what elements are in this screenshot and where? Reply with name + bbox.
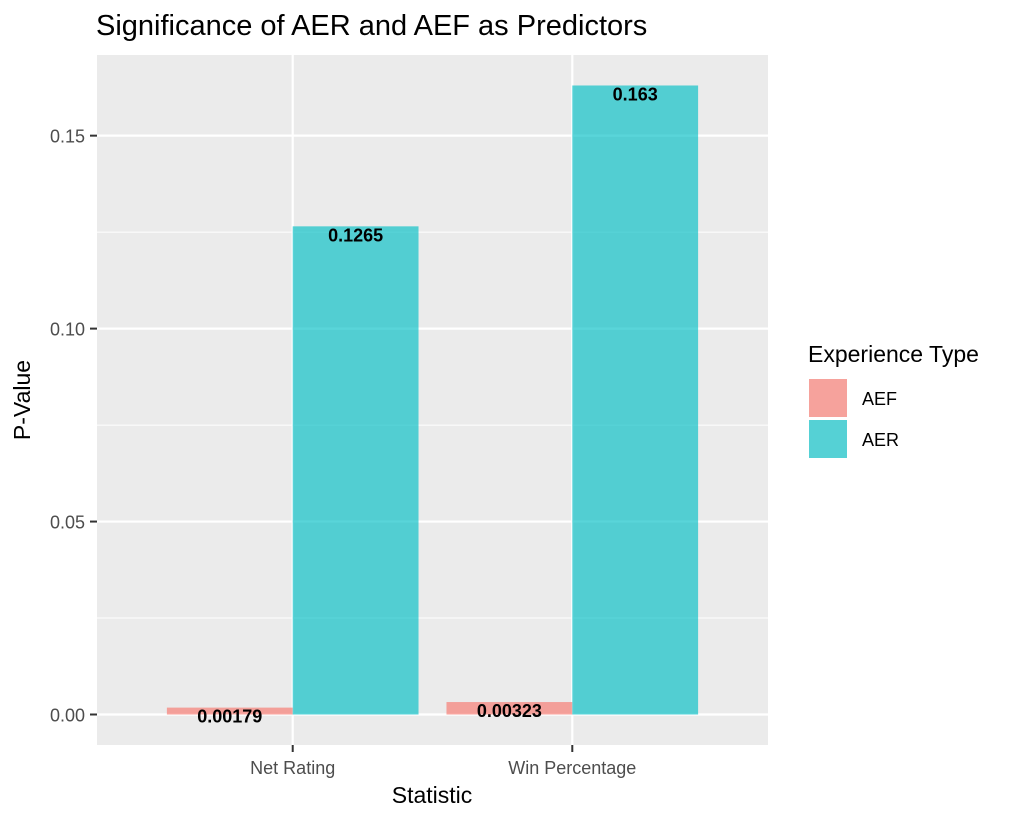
legend-swatch-aer	[809, 420, 847, 458]
x-tick-label: Net Rating	[250, 758, 335, 778]
bar-aer-0	[292, 226, 419, 715]
data-label-aer-0: 0.1265	[328, 225, 383, 245]
bar-aef-1	[446, 702, 573, 715]
data-label-aer-1: 0.163	[613, 84, 658, 104]
x-axis-title: Statistic	[392, 782, 473, 808]
legend-title: Experience Type	[808, 341, 979, 367]
data-label-aef-1: 0.00323	[477, 701, 542, 721]
chart-title: Significance of AER and AEF as Predictor…	[96, 10, 647, 42]
legend-label-aer: AER	[862, 430, 899, 450]
axes: 0.00 0.05 0.10 0.15 Net Rating Win Percentage	[50, 127, 636, 778]
data-labels: 0.00179 0.00323 0.1265 0.163	[197, 84, 657, 726]
bar-aef-0	[166, 707, 293, 715]
legend: Experience Type AEF AER	[808, 341, 979, 458]
bar-aer-1	[572, 85, 699, 715]
y-tick-label: 0.10	[50, 320, 85, 340]
y-tick-label: 0.05	[50, 513, 85, 533]
bars	[166, 85, 699, 715]
legend-swatch-aef	[809, 379, 847, 417]
legend-label-aef: AEF	[862, 389, 897, 409]
y-tick-label: 0.15	[50, 127, 85, 147]
y-tick-label: 0.00	[50, 706, 85, 726]
legend-items: AEF AER	[809, 379, 899, 458]
y-axis-title: P-Value	[9, 360, 35, 440]
x-tick-label: Win Percentage	[508, 758, 636, 778]
data-label-aef-0: 0.00179	[197, 707, 262, 727]
